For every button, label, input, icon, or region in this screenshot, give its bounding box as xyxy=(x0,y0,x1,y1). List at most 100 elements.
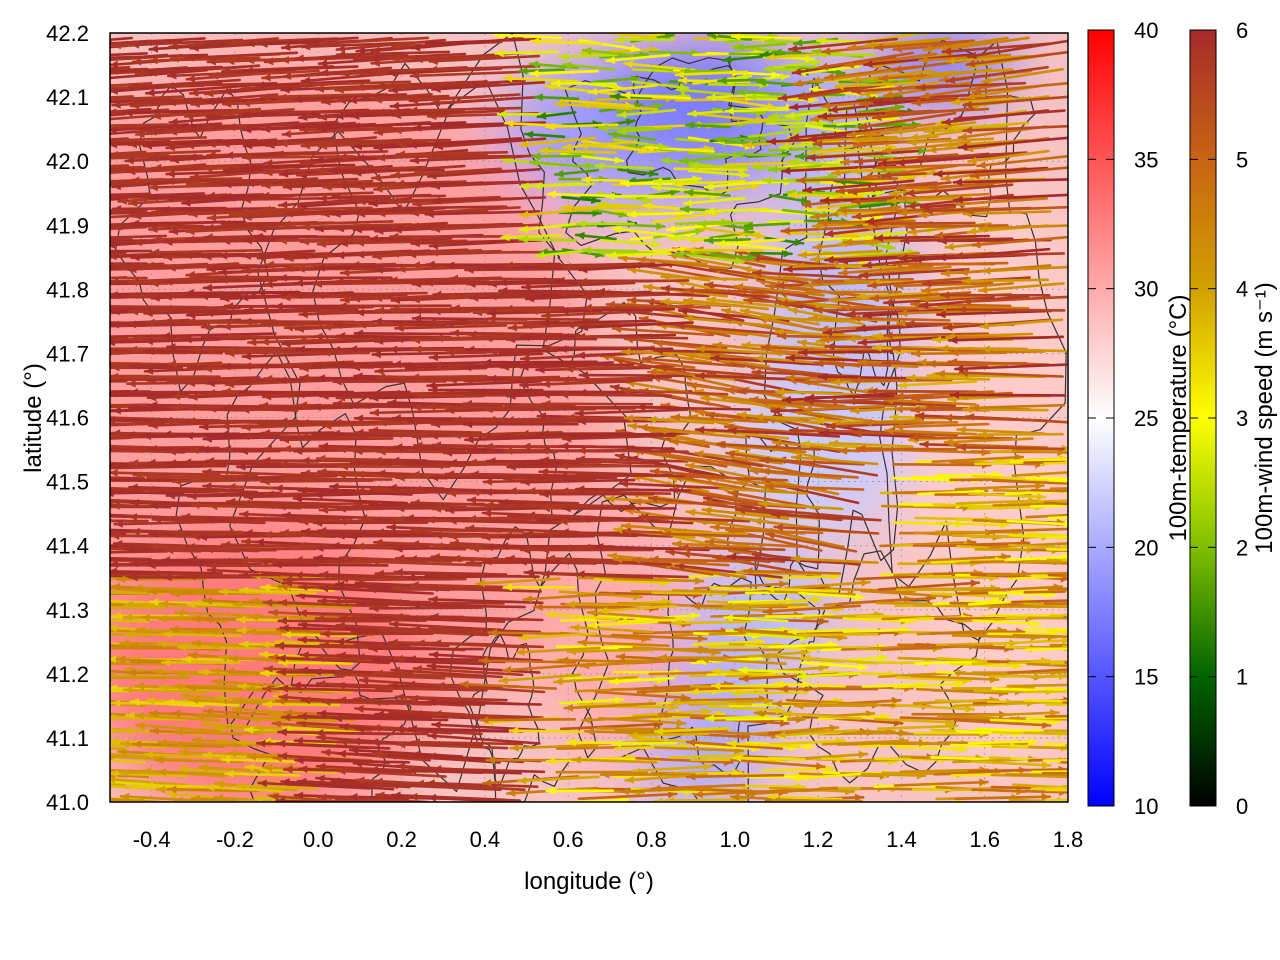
wind-arrow-head xyxy=(282,346,291,355)
wind-arrow xyxy=(595,250,654,255)
wind-arrow-head xyxy=(968,156,977,165)
wind-arrow-head xyxy=(300,373,309,382)
wind-arrow-head xyxy=(356,653,365,661)
wind-arrow-head xyxy=(318,709,327,718)
wind-arrow-head xyxy=(90,239,98,247)
wind-arrow-head xyxy=(244,492,253,501)
wind-arrow-head xyxy=(148,587,157,596)
wind-arrow-head xyxy=(38,752,46,760)
wind-arrow xyxy=(651,185,715,194)
wind-arrow xyxy=(934,530,1023,534)
wind-arrow-head xyxy=(375,367,384,375)
wind-arrow-head xyxy=(375,227,384,235)
wind-arrow xyxy=(690,743,762,751)
wind-arrow xyxy=(110,503,114,506)
wind-arrow-head xyxy=(855,793,864,802)
wind-arrow xyxy=(123,688,207,694)
contour-line xyxy=(869,40,1068,641)
wind-arrow-head xyxy=(93,512,101,520)
wind-arrow xyxy=(723,616,789,623)
wind-arrow-head xyxy=(1114,700,1122,708)
wind-arrow-head xyxy=(560,306,569,315)
wind-arrow-head xyxy=(394,443,403,451)
wind-arrow-head xyxy=(484,477,493,486)
wind-arrow-head xyxy=(283,575,292,584)
wind-arrow-head xyxy=(130,559,139,568)
wind-arrow xyxy=(707,704,786,713)
wind-arrow-head xyxy=(376,153,386,162)
wind-arrow-head xyxy=(571,623,580,632)
wind-arrow xyxy=(260,585,335,592)
wind-arrow-head xyxy=(372,173,381,182)
wind-arrow-head xyxy=(337,767,346,775)
wind-arrow-head xyxy=(411,499,420,507)
wind-arrow-head xyxy=(265,490,274,499)
wind-arrow-head xyxy=(668,703,677,712)
wind-arrow xyxy=(245,687,334,694)
wind-arrow xyxy=(29,715,108,719)
wind-arrow-head xyxy=(262,320,271,328)
wind-arrow-head xyxy=(648,415,657,424)
wind-arrow xyxy=(374,686,488,692)
wind-arrow-head xyxy=(245,726,254,735)
wind-arrow xyxy=(802,179,915,192)
wind-arrow-head xyxy=(355,428,364,437)
wind-arrow-head xyxy=(798,339,807,347)
wind-arrow xyxy=(599,238,662,247)
wind-arrow-head xyxy=(333,377,342,386)
wind-arrow-head xyxy=(629,731,638,740)
wind-arrow-head xyxy=(391,305,400,313)
wind-arrow-head xyxy=(946,332,955,341)
wind-arrow-head xyxy=(301,527,311,536)
wind-arrow-head xyxy=(471,488,480,497)
wind-arrow-head xyxy=(298,401,308,410)
wind-arrow xyxy=(626,211,694,216)
wind-arrow xyxy=(948,443,1049,449)
wind-arrow xyxy=(909,436,1014,440)
wind-arrow-head xyxy=(500,432,509,441)
wind-arrow-head xyxy=(816,762,825,770)
wind-arrow-head xyxy=(957,305,966,314)
wind-arrow-head xyxy=(282,293,291,302)
wind-arrow-head xyxy=(145,781,154,790)
wind-arrow-head xyxy=(214,794,223,802)
wind-arrow xyxy=(684,463,766,482)
wind-arrow-head xyxy=(624,414,634,423)
wind-arrow-head xyxy=(1061,444,1068,453)
wind-arrow-head xyxy=(819,617,828,626)
wind-arrow-head xyxy=(110,775,116,784)
wind-arrow-head xyxy=(520,429,529,438)
wind-arrow-head xyxy=(133,445,142,454)
wind-arrow-head xyxy=(927,403,936,412)
wind-arrow-head xyxy=(895,392,904,400)
wind-arrow-head xyxy=(814,306,823,315)
wind-arrow-head xyxy=(315,291,324,300)
wind-arrow xyxy=(265,602,354,610)
wind-arrow-head xyxy=(735,626,744,635)
wind-arrow-head xyxy=(750,395,759,404)
plot-area xyxy=(0,33,1122,802)
wind-arrow-head xyxy=(520,182,529,191)
wind-arrow-head xyxy=(873,343,882,352)
wind-arrow-head xyxy=(151,570,160,578)
wind-arrow-head xyxy=(882,359,892,368)
wind-arrow xyxy=(0,447,106,450)
wind-arrow-head xyxy=(110,795,111,800)
wind-arrow xyxy=(238,163,356,169)
wind-arrow-head xyxy=(0,443,5,451)
wind-arrow-head xyxy=(131,657,140,666)
wind-arrow-head xyxy=(372,698,381,707)
wind-arrow-head xyxy=(606,192,615,201)
wind-arrow-head xyxy=(0,457,7,465)
wind-arrow-head xyxy=(186,403,196,412)
wind-arrow-head xyxy=(448,458,457,467)
wind-arrow-head xyxy=(685,286,695,294)
wind-arrow-head xyxy=(577,219,586,228)
wind-arrow-head xyxy=(182,198,191,207)
wind-arrow-head xyxy=(317,762,326,771)
wind-arrow-head xyxy=(563,434,572,443)
wind-arrow xyxy=(956,308,1066,312)
wind-arrow-head xyxy=(36,213,44,221)
wind-arrow-head xyxy=(349,345,358,353)
wind-arrow-head xyxy=(1078,657,1086,665)
